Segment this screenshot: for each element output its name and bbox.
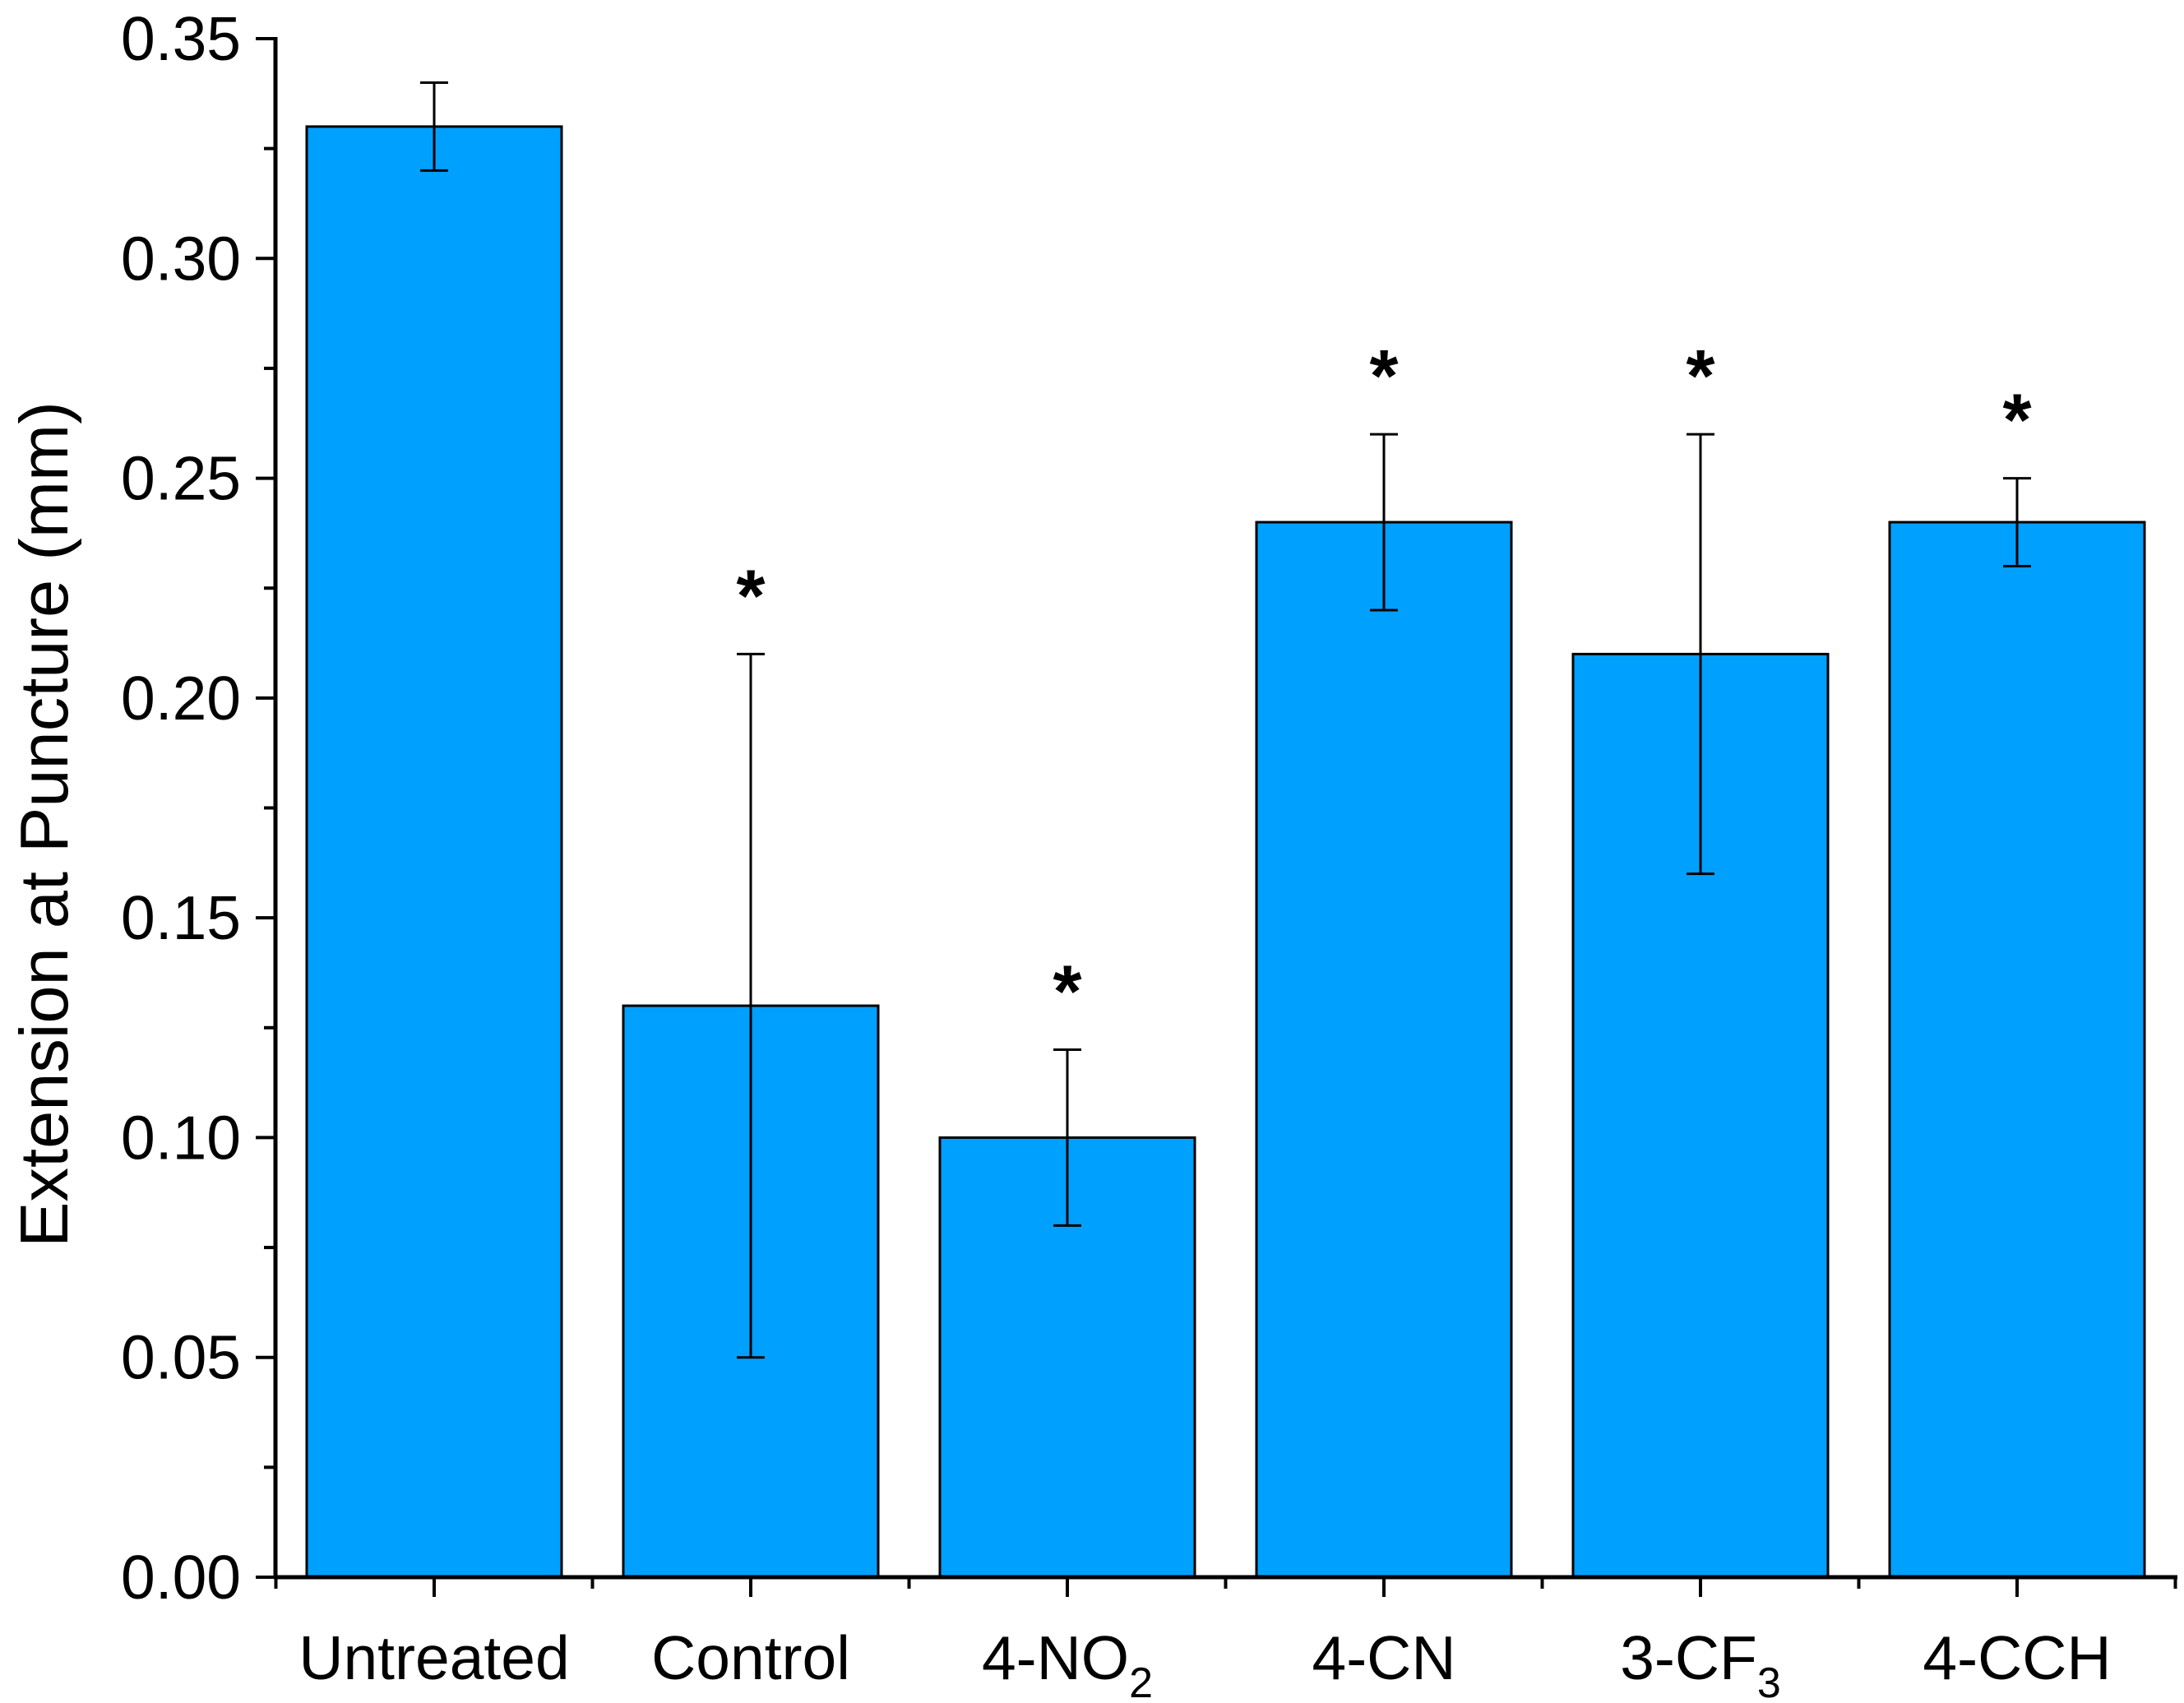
y-tick-label: 0.30 xyxy=(121,224,241,293)
y-axis-title: Extension at Puncture (mm) xyxy=(6,401,82,1247)
y-tick-label: 0.25 xyxy=(121,444,241,513)
significance-layer: * * * * * xyxy=(736,336,2031,1033)
error-bars-layer xyxy=(420,81,2031,1359)
labels-layer: Untreated Control 4-NO2 4-CN 3-CF3 4-CCH 0.00 0… xyxy=(6,4,2112,1703)
axes-layer xyxy=(256,37,2177,1597)
y-tick-label: 0.35 xyxy=(121,4,241,73)
significance-star: * xyxy=(1686,336,1714,418)
y-tick-label: 0.05 xyxy=(121,1323,241,1392)
significance-star: * xyxy=(1369,336,1398,418)
bar-4-cch xyxy=(1888,521,2146,1579)
y-tick-label: 0.20 xyxy=(121,664,241,733)
significance-star: * xyxy=(736,555,765,637)
x-tick-label: 4-CN xyxy=(1312,1623,1455,1692)
x-tick-label: Untreated xyxy=(298,1623,569,1692)
bars-layer xyxy=(305,125,2146,1579)
bar-4-cn xyxy=(1255,521,1513,1579)
x-tick-label: 4-CCH xyxy=(1923,1623,2111,1692)
y-tick-label: 0.10 xyxy=(121,1103,241,1172)
bar-untreated xyxy=(305,125,563,1579)
x-tick-label: 3-CF3 xyxy=(1620,1623,1781,1703)
significance-star: * xyxy=(1053,951,1081,1034)
y-tick-label: 0.00 xyxy=(121,1543,241,1612)
significance-star: * xyxy=(2002,380,2031,462)
x-tick-label: 4-NO2 xyxy=(982,1623,1153,1703)
x-tick-label: Control xyxy=(651,1623,850,1692)
y-tick-label: 0.15 xyxy=(121,883,241,952)
